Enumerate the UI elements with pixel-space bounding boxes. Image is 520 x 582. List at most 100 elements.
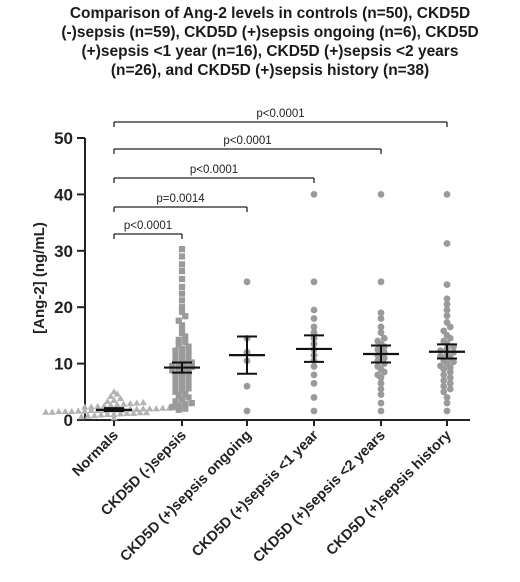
data-point: [175, 392, 182, 399]
data-point: [440, 327, 448, 335]
data-point: [142, 409, 151, 416]
data-point: [178, 330, 186, 337]
data-point: [443, 191, 451, 198]
data-point: [178, 261, 186, 268]
y-tick-label: 20: [54, 298, 73, 317]
data-point: [374, 363, 382, 370]
data-point: [175, 366, 182, 373]
data-point: [175, 402, 182, 409]
data-point: [188, 399, 195, 407]
data-point: [182, 333, 189, 340]
data-point: [380, 334, 388, 342]
data-point: [178, 308, 186, 315]
data-point: [440, 388, 448, 396]
data-point: [178, 355, 186, 363]
data-point: [377, 385, 385, 393]
data-point: [129, 409, 138, 416]
y-tick-label: 10: [54, 355, 73, 374]
y-tick-label: 50: [54, 129, 73, 148]
data-point: [243, 407, 251, 415]
data-point: [185, 379, 192, 386]
data-point: [374, 346, 382, 353]
data-point: [123, 409, 131, 416]
data-point: [185, 374, 192, 381]
y-tick-label: 40: [54, 185, 73, 204]
data-point: [152, 405, 160, 412]
data-point: [113, 390, 121, 397]
data-point: [172, 371, 179, 378]
data-point: [178, 246, 186, 253]
data-point: [110, 388, 118, 395]
data-point: [120, 400, 128, 407]
y-tick-label: 30: [54, 242, 73, 261]
data-point: [84, 412, 92, 419]
data-point: [185, 349, 192, 356]
data-point: [178, 290, 186, 297]
data-point: [178, 283, 186, 290]
data-point: [440, 337, 448, 345]
data-point: [440, 371, 448, 379]
data-point: [178, 297, 186, 304]
data-point: [48, 408, 56, 415]
data-point: [377, 399, 385, 407]
y-axis-label: [Ang-2] (ng/mL): [31, 222, 48, 334]
p-value-label: p=0.0014: [156, 193, 205, 205]
data-point: [126, 400, 134, 407]
data-point: [172, 377, 179, 384]
data-point: [377, 329, 385, 336]
data-point: [185, 394, 192, 401]
data-point: [90, 411, 99, 419]
data-point: [175, 361, 182, 368]
data-point: [443, 281, 451, 289]
x-tick-label: CKD5D (+)sepsis ongoing: [117, 428, 254, 565]
data-point: [169, 367, 176, 374]
data-point: [97, 411, 105, 418]
data-point: [178, 304, 186, 311]
data-point: [172, 383, 179, 390]
data-point: [182, 313, 189, 320]
significance-brackets: p<0.0001 p=0.0014 p<0.0001 p<0.0001 p<0.0001: [113, 108, 448, 239]
data-point: [310, 379, 318, 387]
data-point: [136, 409, 144, 416]
data-point: [175, 336, 182, 344]
data-point: [116, 410, 125, 417]
data-point: [243, 382, 251, 390]
p-value-label: p<0.0001: [190, 164, 238, 176]
data-point: [178, 345, 186, 353]
data-point: [55, 407, 63, 415]
data-point: [443, 319, 451, 326]
x-tick-label: CKD5D (+)sepsis history: [324, 428, 455, 559]
data-point: [178, 396, 186, 403]
data-point: [139, 398, 147, 406]
data-point: [377, 278, 385, 286]
x-tick-label: Normals: [69, 428, 121, 480]
data-point: [380, 354, 388, 362]
data-point: [172, 347, 179, 354]
data-point: [178, 351, 186, 358]
data-point: [110, 410, 118, 417]
data-point: [77, 413, 86, 420]
data-point: [377, 309, 385, 317]
data-point: [443, 394, 451, 401]
data-point: [310, 394, 318, 401]
data-point: [310, 323, 318, 331]
data-point: [61, 407, 69, 415]
chart-title-line: Comparison of Ang-2 levels in controls (…: [69, 5, 471, 22]
data-point: [182, 360, 189, 367]
data-point: [81, 407, 89, 414]
data-point: [437, 347, 444, 355]
data-point: [310, 329, 318, 336]
x-tick-label: CKD5D (+)sepsis <2 years: [250, 428, 388, 566]
data-point: [178, 370, 186, 377]
data-point: [110, 414, 118, 421]
data-point: [133, 399, 141, 406]
data-point: [107, 401, 115, 408]
data-point: [377, 323, 385, 331]
data-point: [377, 191, 385, 198]
data-point: [81, 403, 89, 410]
data-point: [310, 363, 318, 370]
data-point: [175, 406, 182, 413]
y-tick-label: 0: [64, 411, 73, 430]
data-point: [175, 341, 182, 348]
